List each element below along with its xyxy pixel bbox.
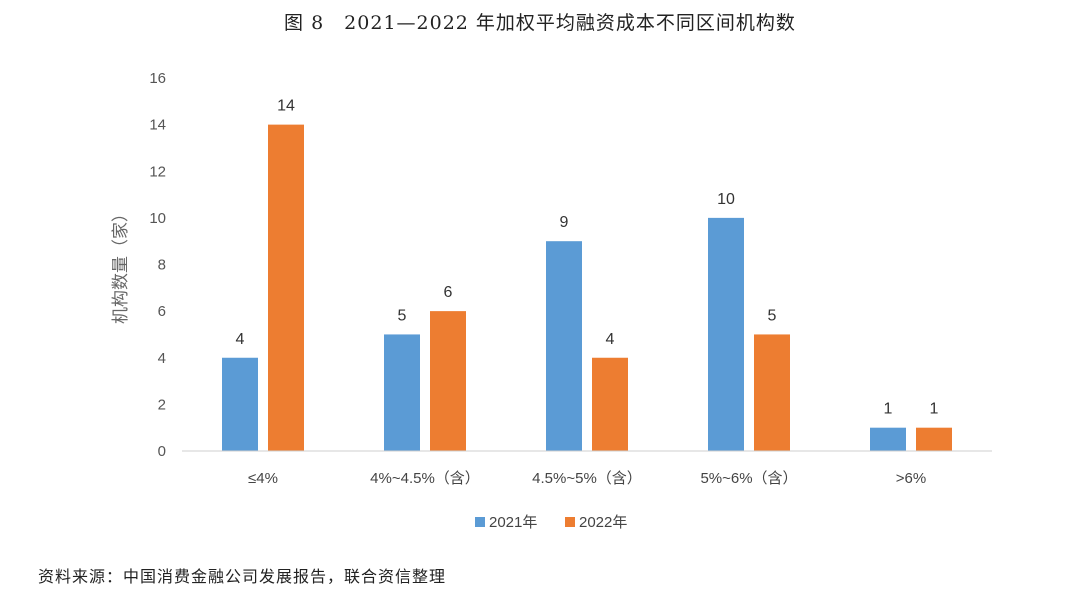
bar-2022年-4 (916, 427, 952, 451)
y-tick-label: 4 (158, 350, 166, 367)
y-tick-label: 6 (158, 303, 166, 320)
category-label: 4%~4.5%（含） (370, 470, 480, 487)
y-tick-label: 0 (158, 443, 166, 460)
data-label: 14 (277, 98, 295, 115)
data-label: 10 (717, 191, 735, 208)
y-tick-label: 8 (158, 257, 166, 274)
legend-swatch (475, 517, 485, 527)
category-label: ≤4% (248, 470, 278, 487)
data-label: 5 (398, 307, 407, 324)
bar-chart: 0 2 4 6 8 10 12 14 16 4 14 5 6 9 4 10 5 1 1 ≤4% 4%~4.5%（含）… (111, 70, 992, 531)
data-label: 4 (236, 331, 245, 348)
data-label: 4 (606, 331, 615, 348)
data-label: 1 (884, 401, 893, 418)
category-labels: ≤4% 4%~4.5%（含） 4.5%~5%（含） 5%~6%（含） >6% (248, 470, 926, 487)
chart-title: 图 8 2021—2022 年加权平均融资成本不同区间机构数 (284, 12, 796, 34)
data-label: 9 (560, 214, 569, 231)
category-label: 4.5%~5%（含） (532, 470, 642, 487)
data-label: 5 (768, 307, 777, 324)
y-axis-label: 机构数量（家） (111, 205, 131, 324)
data-label: 1 (930, 401, 939, 418)
source-note: 资料来源：中国消费金融公司发展报告，联合资信整理 (38, 567, 447, 586)
y-axis-ticks: 0 2 4 6 8 10 12 14 16 (149, 70, 166, 460)
category-label: 5%~6%（含） (700, 470, 797, 487)
category-label: >6% (896, 470, 926, 487)
y-tick-label: 14 (149, 117, 166, 134)
legend-label: 2021年 (489, 514, 537, 531)
bars (222, 124, 952, 451)
y-tick-label: 2 (158, 396, 166, 413)
bar-2022年-3 (754, 334, 790, 451)
legend-swatch (565, 517, 575, 527)
y-tick-label: 10 (149, 210, 166, 227)
data-labels: 4 14 5 6 9 4 10 5 1 1 (236, 98, 939, 418)
bar-2022年-0 (268, 124, 304, 451)
bar-2021年-1 (384, 334, 420, 451)
y-tick-label: 12 (149, 163, 166, 180)
bar-2021年-3 (708, 217, 744, 451)
bar-2021年-2 (546, 241, 582, 451)
bar-2021年-4 (870, 427, 906, 451)
data-label: 6 (444, 284, 453, 301)
y-tick-label: 16 (149, 70, 166, 87)
bar-2022年-2 (592, 357, 628, 451)
bar-2022年-1 (430, 311, 466, 451)
bar-2021年-0 (222, 357, 258, 451)
legend-label: 2022年 (579, 514, 627, 531)
legend: 2021年 2022年 (475, 514, 627, 531)
